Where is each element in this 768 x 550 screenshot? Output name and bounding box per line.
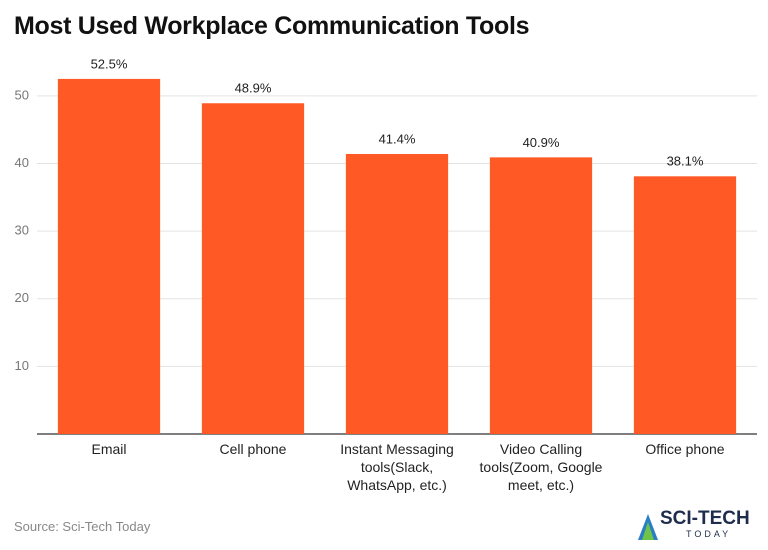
value-label: 40.9%: [523, 135, 560, 150]
y-tick-label: 40: [15, 155, 29, 170]
y-tick-label: 30: [15, 223, 29, 238]
y-tick-label: 10: [15, 358, 29, 373]
x-tick-label: Office phone: [645, 441, 725, 457]
logo-subtext: TODAY: [686, 529, 732, 539]
bar: [633, 176, 737, 434]
logo: SCI-TECH TODAY: [636, 508, 766, 544]
value-label: 48.9%: [235, 81, 272, 96]
x-tick-label: Email: [91, 441, 127, 457]
value-label: 41.4%: [379, 131, 416, 146]
y-tick-label: 20: [15, 290, 29, 305]
source-note: Source: Sci-Tech Today: [14, 519, 151, 534]
bar: [489, 157, 593, 434]
chart-title: Most Used Workplace Communication Tools: [14, 12, 530, 40]
bar: [345, 153, 449, 434]
logo-text: SCI-TECH: [660, 508, 750, 529]
value-label: 52.5%: [91, 56, 128, 71]
value-label: 38.1%: [667, 154, 704, 169]
bar: [57, 78, 161, 434]
x-tick-label: Cell phone: [219, 441, 287, 457]
bar: [201, 103, 305, 434]
x-tick-label: Instant Messaging tools(Slack, WhatsApp,…: [340, 441, 454, 493]
y-tick-label: 50: [15, 87, 29, 102]
logo-icon: [638, 514, 658, 540]
x-tick-label: Video Calling tools(Zoom, Google meet, e…: [479, 441, 603, 493]
